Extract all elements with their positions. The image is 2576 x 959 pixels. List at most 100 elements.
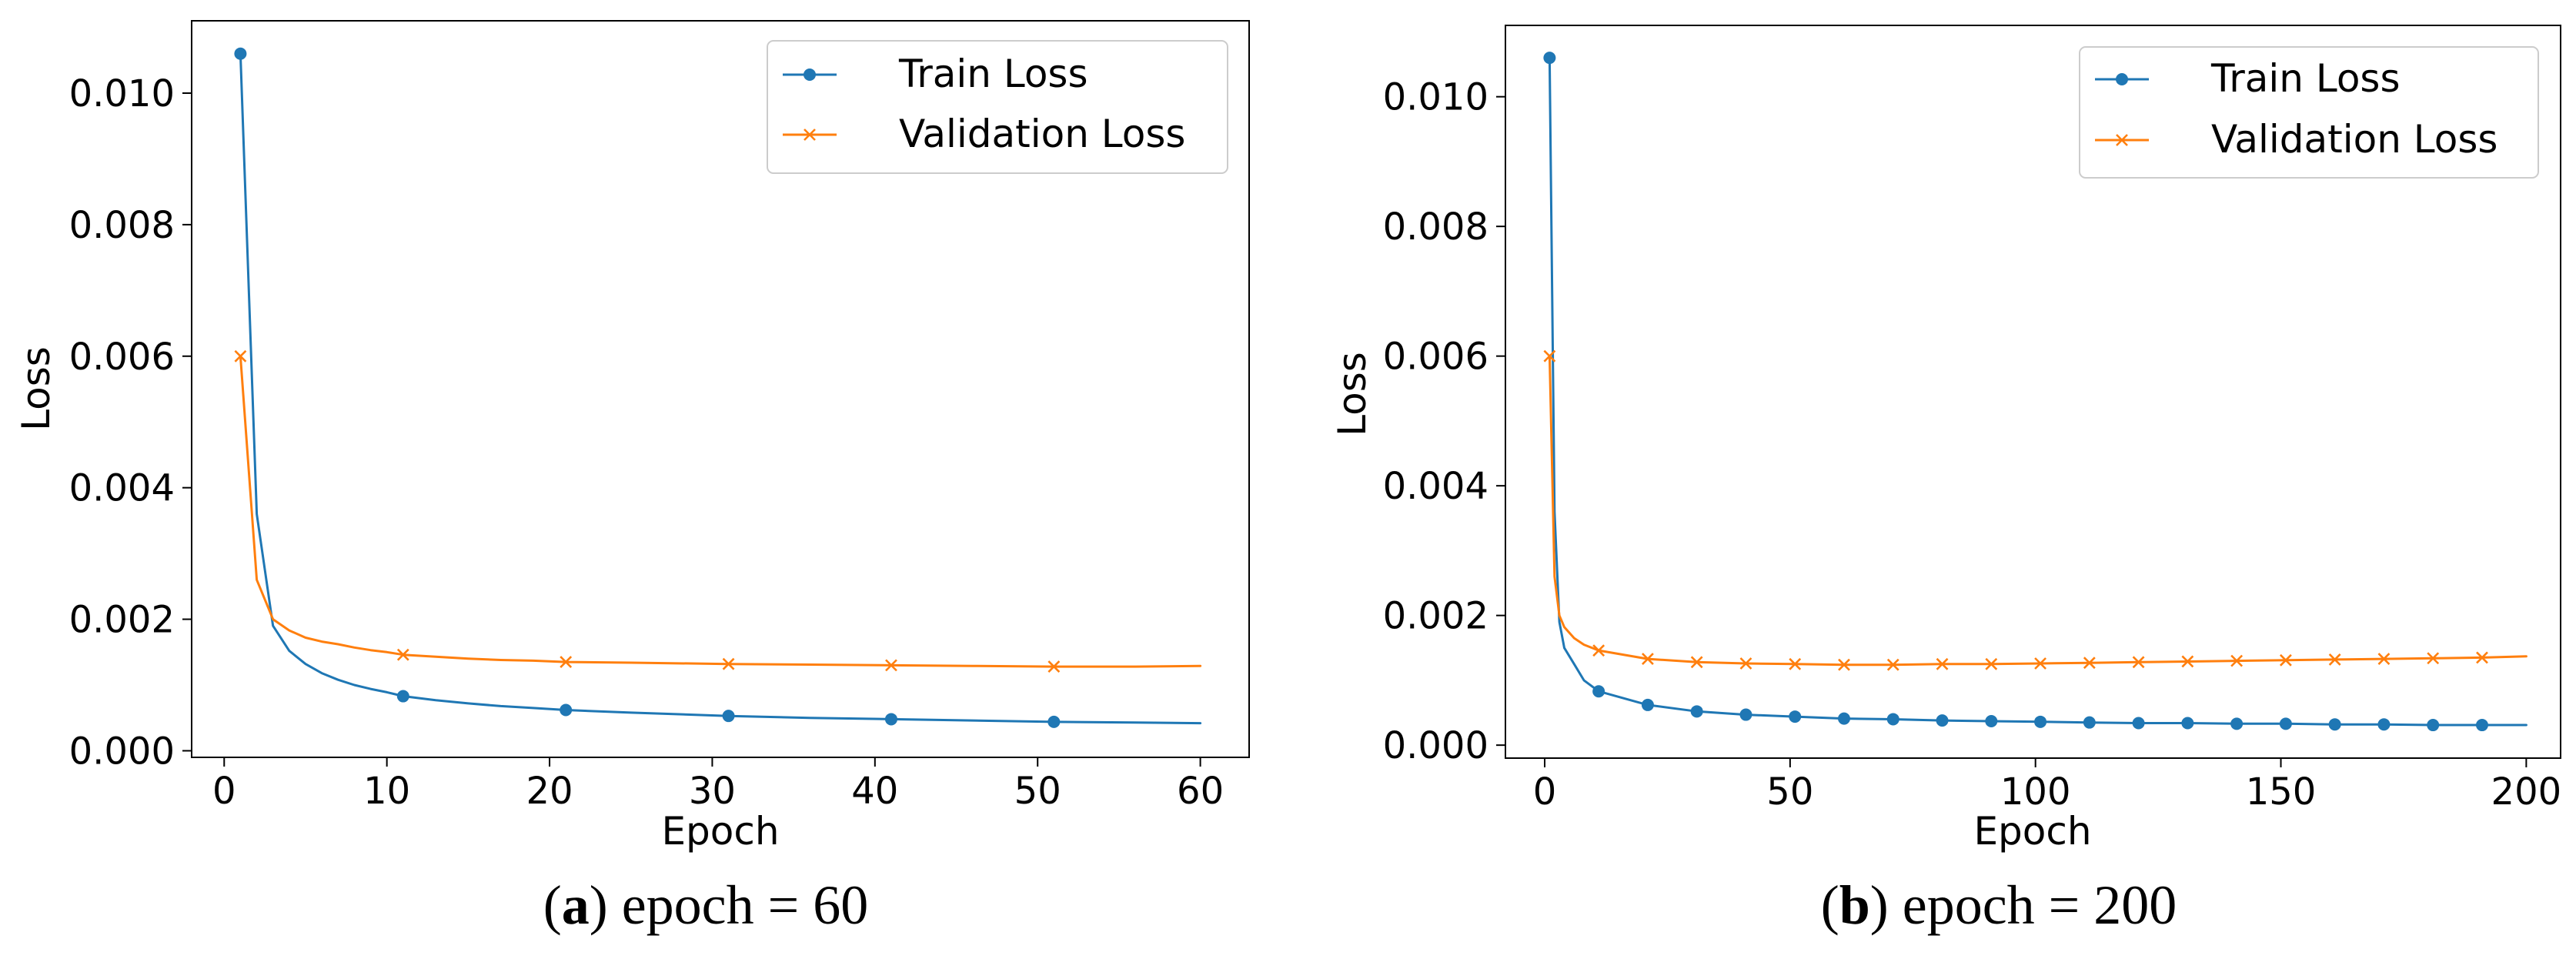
validation-loss-point [2083, 657, 2096, 670]
xtick-label: 100 [2000, 770, 2071, 814]
validation-loss-point [1838, 658, 1850, 671]
panel-a-xtick-labels: 0 10 20 30 40 50 60 [212, 770, 1224, 813]
train-loss-point [884, 713, 897, 726]
train-loss-point [2034, 715, 2047, 728]
validation-loss-point [396, 648, 409, 661]
panel-b-plot [1496, 52, 2528, 767]
validation-loss-line [1548, 355, 2528, 667]
train-loss-point [560, 703, 573, 717]
x-axis-label: Epoch [661, 809, 779, 854]
caption-a: (a) epoch = 60 [543, 874, 869, 936]
ytick-label: 0.006 [69, 336, 175, 379]
validation-loss-point [1739, 657, 1752, 670]
caption-a-text: epoch = 60 [622, 874, 869, 936]
train-loss-point [722, 710, 735, 723]
xtick-label: 10 [363, 770, 410, 813]
legend-frame [767, 40, 1228, 174]
panel-a-ytick-labels: 0.000 0.002 0.004 0.006 0.008 0.010 [69, 72, 175, 773]
validation-loss-point [1543, 349, 1556, 363]
train-loss-point [2083, 716, 2096, 729]
xtick-label: 50 [1766, 770, 1813, 814]
caption-b-label: b [1839, 874, 1870, 936]
validation-loss-point [2476, 651, 2488, 664]
validation-loss-point [1789, 657, 1802, 670]
caption-b-text: epoch = 200 [1903, 874, 2177, 936]
validation-loss-point [560, 656, 573, 669]
train-loss-point [1690, 705, 1703, 718]
validation-loss-point [2427, 652, 2440, 665]
train-loss-point [1936, 714, 1949, 727]
panel-a-axes-frame [191, 20, 1250, 758]
y-axis-label: Loss [1330, 352, 1375, 436]
xtick-label: 0 [1533, 770, 1557, 814]
caption-b: (b) epoch = 200 [1821, 874, 2177, 936]
validation-loss-point [722, 657, 735, 670]
xtick-label: 200 [2491, 770, 2562, 814]
legend-validation-marker [2116, 134, 2128, 146]
train-loss-point [396, 690, 409, 703]
validation-loss-point [1985, 657, 1998, 670]
train-loss-point [2328, 718, 2341, 731]
ytick-label: 0.004 [69, 467, 175, 510]
train-loss-point [1543, 52, 1556, 65]
ytick-label: 0.010 [69, 72, 175, 115]
train-loss-point [2377, 718, 2391, 731]
train-loss-point [1739, 708, 1752, 721]
legend-train-label: Train Loss [2210, 56, 2401, 101]
ytick-label: 0.008 [1383, 206, 1488, 249]
train-loss-point [2427, 719, 2440, 732]
validation-loss-point [1047, 660, 1061, 673]
caption-a-label: a [562, 874, 590, 936]
validation-loss-point [2230, 654, 2244, 667]
train-loss-point [1641, 698, 1654, 711]
ytick-label: 0.010 [1383, 76, 1488, 119]
xtick-label: 40 [851, 770, 898, 813]
validation-loss-point [2132, 656, 2145, 669]
panel-a-plot [182, 47, 1202, 767]
train-loss-point [2230, 717, 2244, 730]
validation-loss-point [1592, 644, 1605, 657]
train-loss-point [1886, 713, 1899, 726]
xtick-label: 30 [689, 770, 736, 813]
xtick-label: 60 [1177, 770, 1224, 813]
train-loss-point [2181, 717, 2194, 730]
legend-train-marker [804, 68, 816, 81]
xtick-label: 150 [2246, 770, 2317, 814]
legend: Train Loss Validation Loss [767, 40, 1228, 174]
ytick-label: 0.002 [69, 599, 175, 642]
xtick-label: 20 [526, 770, 573, 813]
validation-loss-line [239, 355, 1202, 668]
ytick-label: 0.002 [1383, 595, 1488, 638]
legend-train-marker [2116, 73, 2128, 85]
legend-frame [2079, 46, 2539, 179]
train-loss-point [2279, 717, 2292, 730]
train-loss-point [2475, 719, 2488, 732]
train-loss-point [1592, 685, 1605, 698]
y-axis-label: Loss [14, 346, 58, 431]
train-loss-point [1837, 712, 1850, 725]
ytick-label: 0.004 [1383, 465, 1488, 508]
validation-loss-point [2328, 653, 2341, 666]
ytick-label: 0.000 [1383, 724, 1488, 767]
validation-loss-point [2181, 655, 2194, 668]
panel-b-ytick-labels: 0.000 0.002 0.004 0.006 0.008 0.010 [1383, 76, 1488, 767]
panel-b-axes-frame [1505, 25, 2561, 759]
panel-b: 0 50 100 150 200 0.000 0.002 0.004 0.006… [1330, 25, 2561, 936]
train-loss-point [2132, 717, 2145, 730]
panel-b-xtick-labels: 0 50 100 150 200 [1533, 770, 2561, 814]
validation-loss-point [234, 349, 247, 363]
legend-validation-label: Validation Loss [899, 112, 1185, 156]
ytick-label: 0.008 [69, 204, 175, 247]
train-loss-point [1985, 714, 1998, 727]
legend-validation-label: Validation Loss [2211, 117, 2497, 162]
validation-loss-point [1690, 656, 1703, 669]
validation-loss-point [885, 659, 897, 672]
x-axis-label: Epoch [1973, 809, 2091, 854]
xtick-label: 50 [1014, 770, 1061, 813]
ytick-label: 0.006 [1383, 336, 1488, 379]
train-loss-line [239, 52, 1202, 725]
train-loss-point [234, 47, 247, 60]
train-loss-line [1548, 56, 2528, 727]
validation-loss-point [1642, 653, 1654, 666]
